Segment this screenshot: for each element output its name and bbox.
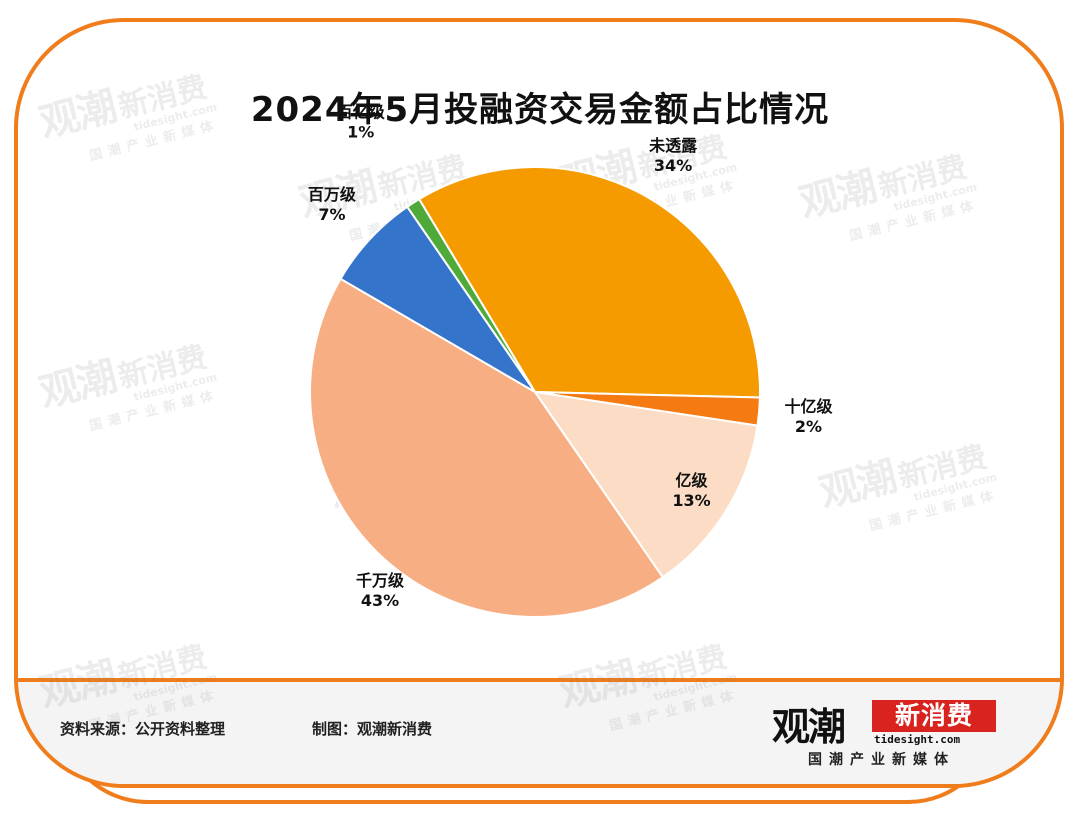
slice-value-1: 2% [795, 417, 822, 436]
slice-value-3: 43% [361, 591, 399, 610]
pie-slice-3 [309, 277, 665, 618]
slice-label-3: 千万级 [356, 571, 405, 590]
slice-label-4: 百万级 [308, 185, 357, 204]
logo-box-text: 新消费 [872, 700, 996, 732]
slice-label-5: 百亿级 [337, 103, 386, 122]
slice-value-2: 13% [672, 491, 710, 510]
source-note: 资料来源：公开资料整理 [60, 720, 226, 738]
brand-logo: 观潮 新消费 tidesight.com 国潮产业新媒体 [772, 696, 998, 774]
logo-main-text: 观潮 [772, 704, 846, 749]
credit-note: 制图：观潮新消费 [312, 720, 433, 738]
slice-value-0: 34% [654, 156, 692, 175]
chart-card [14, 18, 1064, 788]
slice-label-1: 十亿级 [784, 397, 833, 416]
slice-value-5: 1% [347, 123, 374, 142]
slice-label-0: 未透露 [648, 136, 698, 155]
pie-slice-5 [405, 197, 536, 393]
slice-value-4: 7% [318, 205, 345, 224]
logo-tagline: 国潮产业新媒体 [808, 752, 955, 768]
slice-label-2: 亿级 [675, 471, 708, 490]
logo-url: tidesight.com [874, 733, 961, 746]
chart-title: 2024年5月投融资交易金额占比情况 [250, 90, 830, 130]
pie-slice-2 [532, 390, 759, 579]
